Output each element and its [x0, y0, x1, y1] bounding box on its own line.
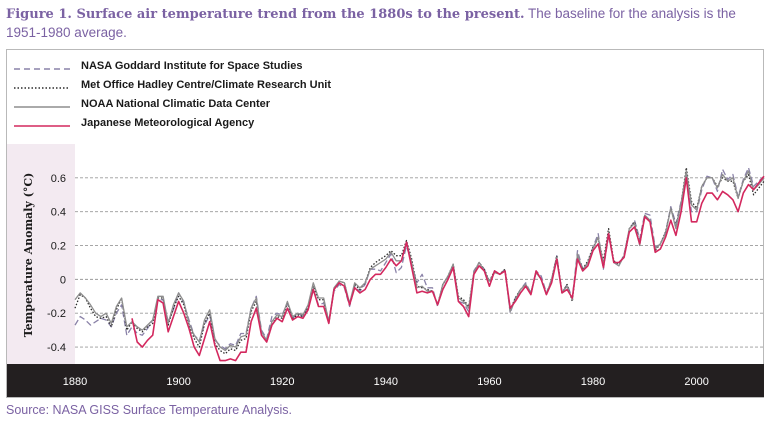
series-line-hadley: [74, 167, 765, 355]
legend-swatch-nasa: [14, 68, 70, 70]
gridlines: [75, 177, 764, 348]
x-tick-label: 2000: [684, 376, 708, 388]
y-tick-label: -0.4: [47, 342, 66, 354]
legend-item-jma: Japanese Meteorological Agency: [14, 117, 434, 136]
x-tick-labels: 1880 1900 1920 1940 1960 1980 2000: [63, 376, 709, 388]
legend-label-noaa: NOAA National Climatic Data Center: [81, 98, 271, 110]
figure-caption-text: The baseline for the analysis is the 195…: [6, 6, 736, 40]
y-tick-label: 0.6: [51, 173, 66, 185]
y-tick-label: 0: [60, 274, 66, 286]
y-tick-label: -0.2: [47, 308, 66, 320]
series-line-noaa: [74, 170, 765, 352]
y-axis-label: Temperature Anomaly (°C): [22, 173, 35, 338]
legend-swatch-hadley: [14, 87, 70, 89]
y-tick-labels: -0.4 -0.2 0 0.2 0.4 0.6: [47, 173, 66, 354]
legend-item-nasa: NASA Goddard Institute for Space Studies: [14, 60, 434, 79]
series-line-nasa: [74, 167, 765, 350]
legend-item-noaa: NOAA National Climatic Data Center: [14, 98, 434, 117]
legend-swatch-jma: [14, 125, 70, 127]
figure-label: Figure 1. Surface air temperature trend …: [6, 7, 525, 22]
legend-swatch-noaa: [14, 106, 70, 108]
x-axis-band: [7, 364, 764, 397]
source-note: Source: NASA GISS Surface Temperature An…: [6, 403, 293, 417]
legend-label-nasa: NASA Goddard Institute for Space Studies: [81, 60, 303, 72]
x-tick-label: 1880: [63, 376, 87, 388]
x-tick-label: 1940: [374, 376, 398, 388]
legend-item-hadley: Met Office Hadley Centre/Climate Researc…: [14, 79, 434, 98]
legend: NASA Goddard Institute for Space Studies…: [14, 60, 434, 136]
x-tick-label: 1980: [581, 376, 605, 388]
x-tick-label: 1920: [270, 376, 294, 388]
x-tick-label: 1960: [477, 376, 501, 388]
y-tick-label: 0.4: [51, 207, 66, 219]
legend-label-hadley: Met Office Hadley Centre/Climate Researc…: [81, 79, 332, 91]
figure-caption: Figure 1. Surface air temperature trend …: [6, 5, 756, 42]
series-line-jma: [131, 175, 765, 362]
chart-panel: [6, 49, 764, 398]
y-tick-label: 0.2: [51, 241, 66, 253]
x-tick-label: 1900: [166, 376, 190, 388]
ylabel-band: [7, 144, 75, 364]
legend-label-jma: Japanese Meteorological Agency: [81, 117, 255, 129]
series-lines: [74, 167, 765, 362]
